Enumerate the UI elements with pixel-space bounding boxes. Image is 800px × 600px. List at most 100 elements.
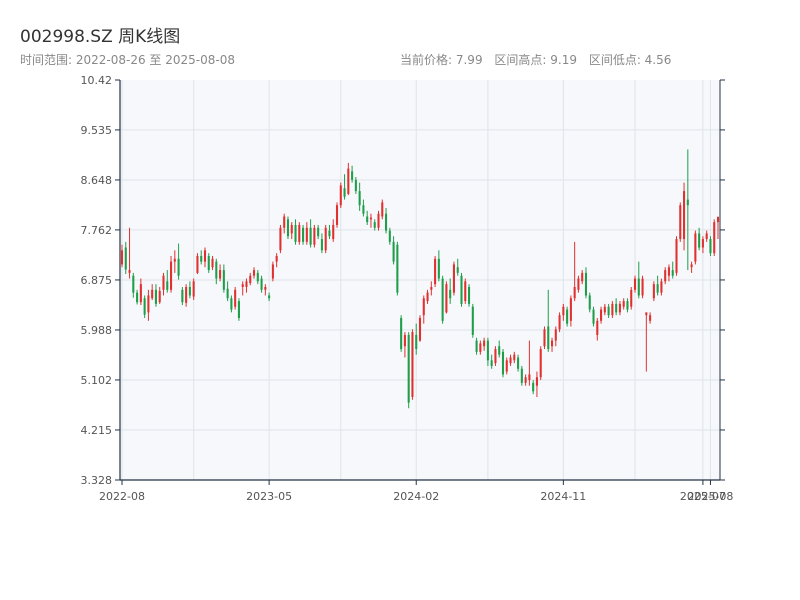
candle-body: [124, 247, 127, 270]
candle-body: [245, 281, 248, 287]
x-tick-label: 2025-07: [680, 490, 726, 503]
candle: [626, 298, 629, 313]
candle-body: [147, 295, 150, 313]
candle: [128, 227, 131, 279]
candle-body: [354, 179, 357, 192]
candle-body: [369, 217, 372, 220]
candle: [667, 264, 670, 282]
x-tick-label: 2023-05: [246, 490, 292, 503]
candle: [324, 224, 327, 254]
y-tick-label: 3.328: [81, 474, 113, 487]
y-tick-label: 8.648: [81, 174, 113, 187]
candle: [517, 354, 520, 372]
candle-body: [535, 377, 538, 386]
candle: [147, 289, 150, 321]
candle: [528, 340, 531, 386]
candle: [162, 272, 165, 296]
candle: [584, 267, 588, 299]
candle: [611, 301, 614, 319]
candle-body: [679, 205, 682, 240]
candle: [230, 295, 233, 313]
candle-body: [456, 267, 459, 273]
candle-body: [611, 303, 614, 316]
x-tick-label: 2024-11: [540, 490, 586, 503]
candle: [234, 286, 237, 310]
candle-body: [203, 250, 207, 262]
candle: [120, 244, 124, 268]
candle: [335, 202, 339, 228]
candle: [418, 315, 422, 342]
candle-body: [709, 239, 712, 254]
x-tick-label: 2024-02: [393, 490, 439, 503]
candle: [362, 199, 365, 217]
candle: [403, 332, 406, 358]
candle-body: [271, 264, 274, 279]
candle-body: [237, 301, 240, 319]
candle-body: [683, 191, 686, 240]
candle: [215, 258, 218, 285]
candle-body: [313, 227, 316, 245]
candle-body: [633, 278, 637, 290]
candle: [607, 303, 610, 319]
candle: [298, 222, 301, 245]
candle: [422, 295, 425, 324]
candle-body: [286, 219, 290, 237]
candle: [550, 337, 554, 352]
candle: [143, 295, 146, 319]
candle: [679, 202, 682, 242]
candle-body: [698, 233, 701, 248]
candle: [562, 303, 565, 321]
candle: [373, 219, 376, 231]
current-price-text: 当前价格: 7.99: [400, 53, 483, 67]
candle: [124, 241, 127, 275]
candle-body: [520, 368, 523, 383]
candle-body: [675, 239, 678, 273]
candle-body: [317, 227, 320, 237]
candle: [532, 380, 535, 395]
candle: [547, 289, 550, 352]
candle-body: [701, 239, 704, 248]
candle-body: [645, 312, 648, 316]
candle: [434, 255, 437, 287]
candle-body: [219, 270, 222, 279]
candle-body: [264, 286, 267, 290]
candle: [513, 351, 516, 364]
candle: [483, 337, 486, 351]
candle-body: [230, 298, 233, 310]
candle-body: [607, 306, 610, 316]
candle: [392, 236, 395, 265]
candle-body: [539, 349, 542, 378]
candle-body: [445, 284, 448, 313]
candle: [569, 295, 572, 327]
candle: [283, 213, 286, 234]
candle-body: [441, 278, 444, 321]
candle-body: [305, 227, 308, 242]
candle: [219, 264, 222, 282]
candle-body: [600, 309, 603, 321]
candle: [154, 284, 157, 307]
candle-body: [294, 224, 297, 242]
candle-body: [667, 267, 670, 276]
candle: [509, 354, 512, 366]
candle-body: [716, 217, 720, 223]
candle: [252, 267, 256, 279]
candle-body: [377, 213, 380, 228]
candle-body: [173, 258, 176, 262]
candle: [305, 222, 308, 245]
candle-body: [332, 224, 335, 240]
candle: [151, 284, 154, 300]
candle-body: [351, 171, 354, 180]
candle: [260, 275, 263, 293]
candle-body: [649, 315, 652, 321]
candle: [317, 224, 320, 240]
candle-body: [366, 216, 369, 223]
candle: [207, 253, 210, 273]
candle-body: [185, 286, 188, 303]
candle-body: [630, 289, 633, 307]
candle: [615, 298, 618, 316]
candle-body: [464, 281, 467, 302]
candle-body: [603, 306, 606, 313]
candle: [577, 275, 580, 293]
candle-body: [501, 351, 505, 375]
